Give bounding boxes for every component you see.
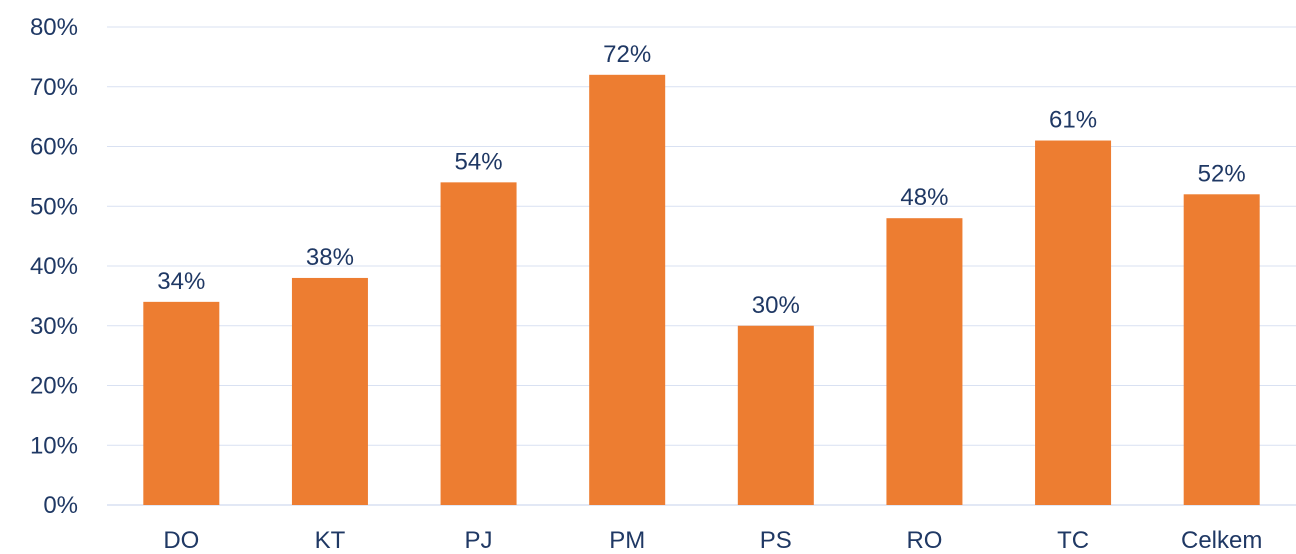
data-label-do: 34% (157, 268, 205, 295)
y-tick-label: 10% (30, 432, 78, 459)
category-label-pj: PJ (465, 527, 493, 554)
data-labels: 34% 38% 54% 72% 30% 48% 61% 52% (157, 41, 1245, 319)
bar-ro (886, 218, 963, 505)
gridlines (107, 26, 1296, 506)
category-label-pm: PM (609, 527, 645, 554)
category-label-kt: KT (315, 527, 346, 554)
y-tick-label: 70% (30, 74, 78, 101)
y-tick-label: 50% (30, 193, 78, 220)
data-label-tc: 61% (1049, 107, 1097, 134)
y-tick-label: 80% (30, 14, 78, 41)
y-tick-label: 20% (30, 373, 78, 400)
category-label-ro: RO (906, 527, 942, 554)
data-label-ro: 48% (900, 184, 948, 211)
y-axis-ticks: 0% 10% 20% 30% 40% 50% 60% 70% 80% (30, 14, 78, 519)
y-tick-label: 60% (30, 134, 78, 161)
data-label-ps: 30% (752, 292, 800, 319)
bar-pj (440, 182, 517, 505)
bar-kt (291, 277, 368, 505)
bar-pm (589, 74, 666, 506)
category-label-celkem: Celkem (1181, 527, 1262, 554)
data-label-kt: 38% (306, 244, 354, 271)
bar-ps (737, 325, 814, 505)
data-label-celkem: 52% (1198, 160, 1246, 187)
x-axis-categories: DO KT PJ PM PS RO TC Celkem (163, 527, 1262, 554)
data-label-pm: 72% (603, 41, 651, 68)
bar-celkem (1183, 194, 1260, 506)
y-tick-label: 30% (30, 313, 78, 340)
category-label-ps: PS (760, 527, 792, 554)
y-tick-label: 0% (43, 492, 78, 519)
category-label-do: DO (163, 527, 199, 554)
bars (143, 74, 1260, 506)
bar-do (143, 301, 220, 505)
y-tick-label: 40% (30, 253, 78, 280)
data-label-pj: 54% (455, 148, 503, 175)
bar-tc (1035, 140, 1112, 505)
category-label-tc: TC (1057, 527, 1089, 554)
